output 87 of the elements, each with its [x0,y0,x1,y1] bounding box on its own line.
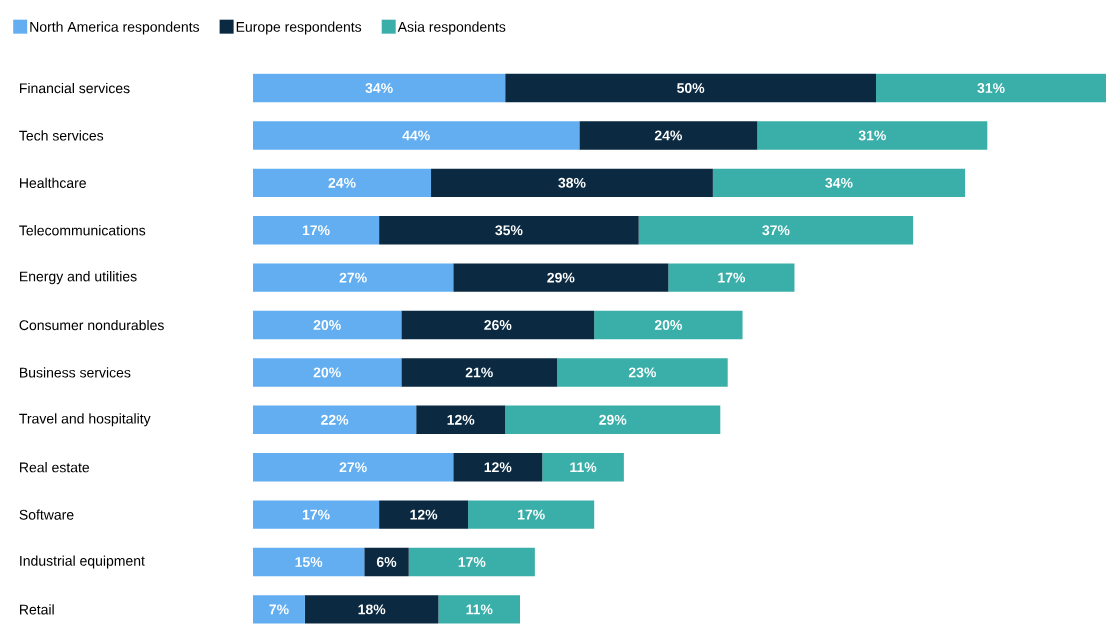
bar [379,216,639,245]
data-label: 18% [358,604,386,615]
bar [253,263,454,292]
data-label: 12% [447,414,475,425]
bar [379,500,469,529]
y-tick-label: Telecommunications [19,225,146,236]
data-label: 29% [547,272,575,283]
y-tick-label: Industrial equipment [20,555,145,569]
bar [253,358,402,387]
bar [757,121,988,150]
bar [431,168,713,198]
bar [253,547,365,577]
data-label: 17% [718,272,746,283]
y-tick-label: Real estate [20,462,90,473]
data-label: 27% [339,462,367,473]
bar [453,453,543,482]
data-label: 24% [328,177,356,188]
bar [505,73,877,103]
data-label: 44% [402,130,430,141]
bar [557,358,728,387]
y-tick-label: Travel and hospitality [19,413,151,427]
data-label: 17% [302,225,330,236]
data-label: 20% [654,320,683,330]
data-label: 20% [313,367,341,378]
bar [594,310,743,340]
bar [876,73,1106,103]
bar [453,263,669,292]
data-label: 17% [458,557,486,567]
bar [638,216,914,245]
bar [253,310,402,340]
bar [253,453,454,482]
bar [712,168,966,198]
data-label: 11% [570,462,597,473]
y-tick-label: Consumer nondurables [19,319,164,331]
bar [304,595,439,624]
data-label: 31% [858,130,886,141]
bar [468,500,595,529]
bar [253,595,305,624]
data-label: 6% [376,557,397,567]
data-label: 22% [321,414,349,425]
data-label: 38% [558,177,586,188]
data-label: 50% [677,83,705,94]
bar [438,595,521,624]
legend-label: Asia respondents [397,21,506,35]
bar [579,121,758,150]
y-tick-label: Business services [20,367,131,378]
data-label: 21% [465,367,493,378]
data-label: 27% [339,272,367,283]
bar [364,547,409,577]
bar [401,310,595,340]
legend-label: Europe respondents [236,21,362,35]
bar [401,358,558,387]
y-tick-label: Tech services [19,130,104,141]
bar [253,168,432,198]
y-tick-label: Retail [20,604,54,615]
bar [253,500,380,529]
data-label: 35% [495,225,523,236]
data-label: 34% [365,83,393,94]
bar [668,263,795,292]
data-label: 12% [410,509,438,520]
data-label: 17% [518,509,545,520]
y-tick-label: Energy and utilities [20,271,137,285]
y-tick-label: Financial services [20,82,130,94]
data-label: 37% [762,225,790,236]
y-tick-label: Software [19,509,74,520]
data-label: 34% [825,177,853,188]
data-label: 15% [295,557,323,567]
data-label: 12% [484,462,512,473]
data-label: 26% [484,320,512,330]
data-label: 23% [628,367,657,378]
bar [416,405,506,435]
data-label: 29% [599,414,627,425]
bar [408,547,535,577]
data-label: 24% [654,130,683,141]
bar [253,73,506,103]
bar [253,216,380,245]
data-label: 31% [977,83,1005,94]
data-label: 11% [466,604,493,615]
data-label: 20% [313,320,341,330]
y-tick-label: Healthcare [20,177,86,188]
data-label: 7% [269,604,289,615]
bar [542,453,624,482]
bar [253,405,417,435]
data-label: 17% [302,509,330,520]
legend-label: North America respondents [30,21,200,35]
bar [505,405,721,435]
bar [253,121,580,150]
